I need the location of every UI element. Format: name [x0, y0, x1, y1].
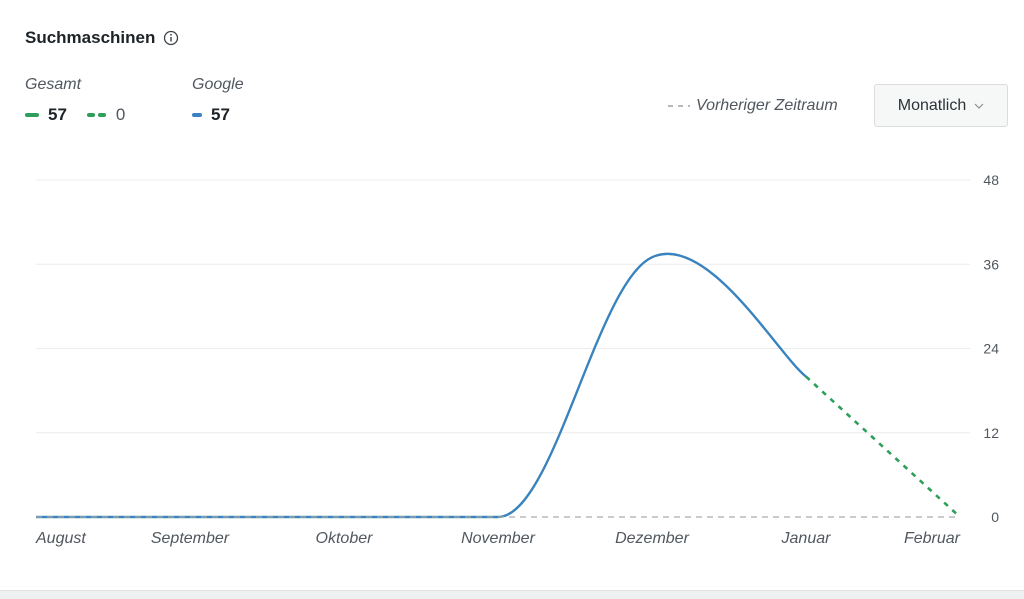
period-select-value: Monatlich	[897, 96, 967, 114]
chart-title-text: Suchmaschinen	[25, 28, 156, 47]
period-select[interactable]: Monatlich	[874, 84, 1008, 127]
legend-solid-swatch	[25, 113, 39, 117]
series-line-gesamt	[36, 253, 807, 519]
series-line-google	[36, 253, 807, 519]
bottom-divider	[0, 590, 1024, 599]
legend-item-gesamt-previous: 0	[86, 105, 126, 125]
series-line-gesamt-projected	[805, 375, 961, 518]
y-tick-label: 24	[983, 341, 999, 357]
line-chart: 0 12 24 36 48 August September Oktober November D…	[35, 172, 999, 547]
x-tick-label: Januar	[781, 530, 832, 547]
y-tick-label: 36	[983, 256, 999, 272]
legend-group-gesamt: Gesamt 57 0	[25, 76, 125, 125]
x-tick-label: September	[151, 530, 230, 547]
y-tick-label: 0	[991, 509, 999, 525]
legend-group-label: Gesamt	[25, 76, 82, 93]
previous-period-legend: Vorheriger Zeitraum	[668, 97, 838, 115]
legend-dashed-swatch	[86, 113, 106, 117]
legend-value: 0	[115, 105, 126, 124]
x-tick-label: Oktober	[316, 530, 374, 547]
legend-value: 57	[211, 105, 230, 124]
legend-item-gesamt-current: 57	[25, 105, 67, 125]
previous-period-label: Vorheriger Zeitraum	[696, 97, 838, 114]
chart-title: Suchmaschinen	[25, 28, 179, 48]
legend-value: 57	[48, 105, 67, 124]
x-tick-label: Dezember	[615, 530, 689, 547]
legend-dashed-gray-swatch	[668, 105, 690, 107]
y-tick-label: 48	[983, 172, 999, 188]
y-tick-label: 12	[983, 425, 999, 441]
x-tick-label: Februar	[904, 530, 961, 547]
legend-solid-swatch	[192, 113, 202, 117]
x-tick-label: August	[35, 530, 86, 547]
legend-group-label: Google	[192, 76, 244, 93]
x-tick-label: November	[461, 530, 535, 547]
legend-item-google: 57	[192, 105, 230, 125]
info-circle-icon[interactable]	[163, 30, 179, 46]
legend-group-google: Google 57	[192, 76, 244, 125]
chevron-down-icon	[974, 103, 984, 109]
